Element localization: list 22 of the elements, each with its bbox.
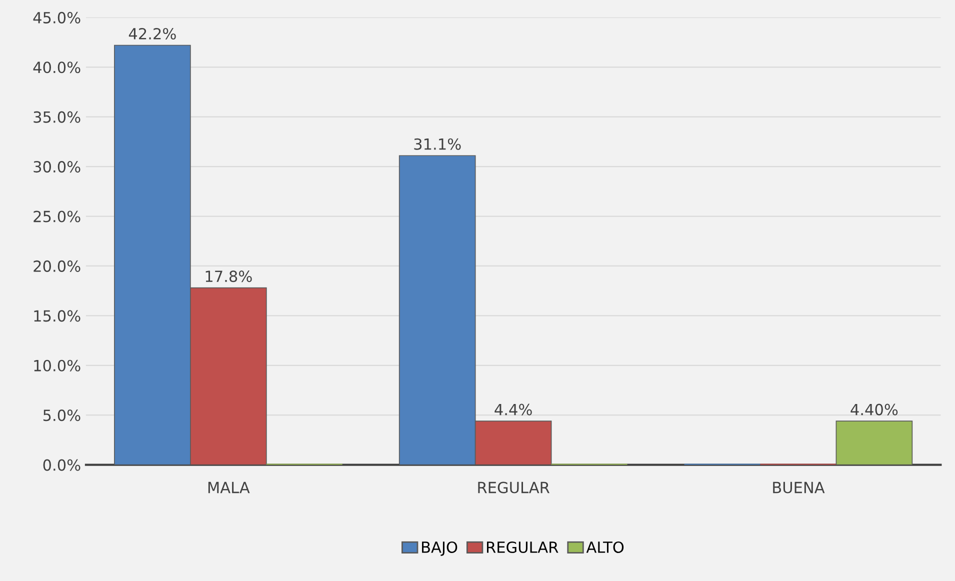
data-label: 4.4% [494,404,532,416]
data-label: 4.40% [850,404,898,416]
y-tick-label: 15.0% [34,310,80,322]
x-tick-label: MALA [208,482,250,494]
bar [836,420,913,465]
legend-label: ALTO [586,541,624,554]
y-tick-label: 35.0% [34,111,80,123]
y-tick-label: 5.0% [43,410,80,422]
y-tick-label: 10.0% [34,360,80,372]
y-tick-label: 40.0% [33,62,80,74]
x-tick-label: REGULAR [478,482,550,494]
y-tick-label: 30.0% [34,161,80,173]
y-tick-label: 25.0% [34,210,80,222]
data-label: 17.8% [206,270,252,282]
x-tick-label: BUENA [773,482,825,494]
y-tick-label: 20.0% [34,260,80,272]
y-tick-label: 0.0% [43,459,80,471]
legend-label: BAJO [422,541,458,556]
data-label: 31.1% [414,138,461,150]
y-tick-label: 45.0% [33,12,80,24]
legend-label: REGULAR [486,541,558,554]
data-label: 42.2% [128,28,176,40]
